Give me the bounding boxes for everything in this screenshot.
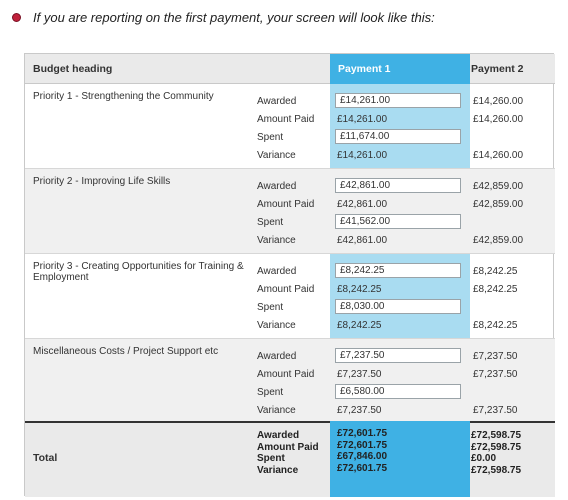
intro-line: If you are reporting on the first paymen…: [12, 8, 435, 26]
awarded-p1-field[interactable]: £7,237.50: [335, 348, 461, 363]
total-row-labels: Awarded Amount Paid Spent Variance: [257, 430, 319, 476]
total-p1-values: £72,601.75 £72,601.75 £67,846.00 £72,601…: [337, 428, 387, 474]
intro-text: If you are reporting on the first paymen…: [33, 9, 435, 25]
payment1-heading: Payment 1: [338, 63, 391, 75]
total-spent-p2: £0.00: [471, 453, 497, 465]
amount-paid-p1-value: £7,237.50: [337, 369, 382, 380]
awarded-p1-field[interactable]: £8,242.25: [335, 263, 461, 278]
awarded-p1-field[interactable]: £42,861.00: [335, 178, 461, 193]
total-variance-p2: £72,598.75: [471, 464, 522, 476]
variance-label: Variance: [257, 405, 296, 416]
total-variance-label: Variance: [257, 464, 299, 476]
spent-label: Spent: [257, 132, 284, 143]
bullet-icon: [12, 12, 21, 22]
awarded-label: Awarded: [257, 351, 297, 362]
group-title: Priority 2 - Improving Life Skills: [33, 176, 171, 187]
awarded-p2-value: £14,260.00: [473, 96, 524, 107]
variance-p2-value: £14,260.00: [473, 150, 524, 161]
awarded-label: Awarded: [257, 96, 297, 107]
amount-paid-p2-value: £7,237.50: [473, 369, 518, 380]
variance-p1-value: £42,861.00: [337, 235, 388, 246]
budget-group-priority-3: Priority 3 - Creating Opportunities for …: [25, 254, 555, 339]
total-p2-values: £72,598.75 £72,598.75 £0.00 £72,598.75: [471, 430, 521, 476]
total-awarded-p2: £72,598.75: [471, 430, 522, 441]
amount-paid-label: Amount Paid: [257, 284, 315, 295]
awarded-label: Awarded: [257, 181, 297, 192]
awarded-p2-value: £8,242.25: [473, 266, 518, 277]
spent-label: Spent: [257, 302, 284, 313]
payment2-heading: Payment 2: [471, 63, 524, 75]
total-amount-paid-p1: £72,601.75: [337, 439, 388, 451]
group-title: Priority 1 - Strengthening the Community: [33, 91, 214, 102]
amount-paid-label: Amount Paid: [257, 199, 315, 210]
spent-p1-field[interactable]: £6,580.00: [335, 384, 461, 399]
awarded-p2-value: £7,237.50: [473, 351, 518, 362]
budget-group-priority-2: Priority 2 - Improving Life Skills Award…: [25, 169, 555, 254]
variance-p1-value: £7,237.50: [337, 405, 382, 416]
total-amount-paid-p2: £72,598.75: [471, 441, 522, 453]
amount-paid-p1-value: £42,861.00: [337, 199, 388, 210]
spent-p1-field[interactable]: £8,030.00: [335, 299, 461, 314]
amount-paid-p1-value: £8,242.25: [337, 284, 382, 295]
amount-paid-p2-value: £8,242.25: [473, 284, 518, 295]
amount-paid-p2-value: £14,260.00: [473, 114, 524, 125]
amount-paid-p2-value: £42,859.00: [473, 199, 524, 210]
variance-label: Variance: [257, 235, 296, 246]
variance-label: Variance: [257, 320, 296, 331]
amount-paid-label: Amount Paid: [257, 114, 315, 125]
amount-paid-p1-value: £14,261.00: [337, 114, 388, 125]
variance-p2-value: £7,237.50: [473, 405, 518, 416]
spent-label: Spent: [257, 387, 284, 398]
totals-row: Total Awarded Amount Paid Spent Variance…: [25, 421, 555, 497]
payment1-header-cell[interactable]: Payment 1: [330, 54, 470, 84]
budget-heading-label: Budget heading: [33, 63, 113, 75]
variance-p1-value: £14,261.00: [337, 150, 388, 161]
amount-paid-label: Amount Paid: [257, 369, 315, 380]
budget-table: Budget heading Payment 2 Payment 1 Prior…: [24, 53, 555, 497]
variance-p2-value: £8,242.25: [473, 320, 518, 331]
awarded-p2-value: £42,859.00: [473, 181, 524, 192]
spent-p1-field[interactable]: £11,674.00: [335, 129, 461, 144]
awarded-p1-field[interactable]: £14,261.00: [335, 93, 461, 108]
spent-label: Spent: [257, 217, 284, 228]
total-amount-paid-label: Amount Paid: [257, 441, 319, 453]
total-variance-p1: £72,601.75: [337, 462, 388, 474]
group-title: Miscellaneous Costs / Project Support et…: [33, 346, 219, 357]
total-label: Total: [33, 452, 58, 464]
group-title: Priority 3 - Creating Opportunities for …: [33, 261, 244, 283]
table-header: Budget heading Payment 2: [25, 54, 555, 84]
variance-p2-value: £42,859.00: [473, 235, 524, 246]
variance-p1-value: £8,242.25: [337, 320, 382, 331]
total-spent-label: Spent: [257, 453, 285, 465]
budget-group-misc: Miscellaneous Costs / Project Support et…: [25, 339, 555, 424]
budget-group-priority-1: Priority 1 - Strengthening the Community…: [25, 84, 555, 169]
total-spent-p1: £67,846.00: [337, 451, 388, 463]
total-awarded-p1: £72,601.75: [337, 428, 388, 439]
total-awarded-label: Awarded: [257, 430, 300, 441]
awarded-label: Awarded: [257, 266, 297, 277]
spent-p1-field[interactable]: £41,562.00: [335, 214, 461, 229]
variance-label: Variance: [257, 150, 296, 161]
payment1-total-cell: £72,601.75 £72,601.75 £67,846.00 £72,601…: [330, 421, 470, 497]
